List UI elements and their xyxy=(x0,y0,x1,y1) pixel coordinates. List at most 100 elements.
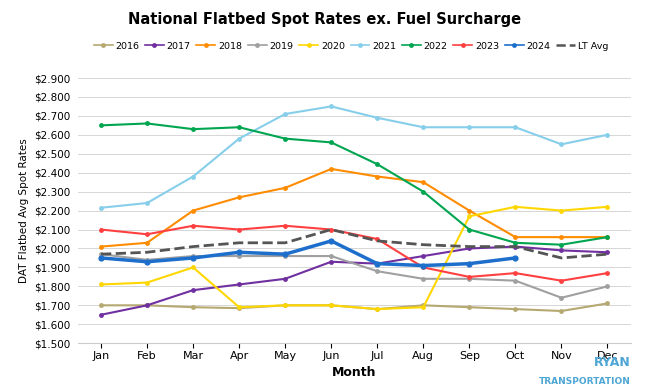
2018 xyxy=(97,244,105,249)
2021 xyxy=(189,174,197,179)
2024 xyxy=(373,261,381,266)
2019 xyxy=(465,277,473,281)
LT Avg xyxy=(465,244,473,249)
2023 xyxy=(281,223,289,228)
LT Avg xyxy=(189,244,197,249)
2018 xyxy=(281,186,289,190)
2024 xyxy=(465,261,473,266)
LT Avg xyxy=(328,227,335,232)
2018 xyxy=(465,208,473,213)
2018 xyxy=(604,235,612,239)
2023 xyxy=(373,237,381,241)
2019 xyxy=(143,257,151,262)
2019 xyxy=(373,269,381,273)
2023 xyxy=(558,278,566,283)
2016 xyxy=(97,303,105,308)
2017 xyxy=(97,312,105,317)
2016 xyxy=(558,308,566,313)
Line: 2020: 2020 xyxy=(99,204,610,312)
Text: DAT: DAT xyxy=(29,364,62,379)
LT Avg xyxy=(512,244,519,249)
LT Avg xyxy=(419,242,427,247)
Legend: 2016, 2017, 2018, 2019, 2020, 2021, 2022, 2023, 2024, LT Avg: 2016, 2017, 2018, 2019, 2020, 2021, 2022… xyxy=(94,42,608,51)
2024 xyxy=(143,259,151,264)
2023 xyxy=(604,271,612,275)
2022 xyxy=(281,136,289,141)
Text: RYAN: RYAN xyxy=(593,356,630,369)
2024 xyxy=(328,239,335,243)
2021 xyxy=(604,133,612,137)
2016 xyxy=(235,306,243,310)
2022 xyxy=(558,242,566,247)
2021 xyxy=(373,115,381,120)
2017 xyxy=(419,254,427,259)
2019 xyxy=(512,278,519,283)
2023 xyxy=(189,223,197,228)
Line: 2019: 2019 xyxy=(99,252,610,300)
2018 xyxy=(328,167,335,171)
LT Avg xyxy=(143,250,151,255)
2022 xyxy=(328,140,335,145)
Text: TRANSPORTATION: TRANSPORTATION xyxy=(539,377,630,386)
2017 xyxy=(512,244,519,249)
2021 xyxy=(512,125,519,129)
Line: LT Avg: LT Avg xyxy=(101,230,608,258)
2024 xyxy=(189,255,197,260)
2016 xyxy=(143,303,151,308)
2021 xyxy=(558,142,566,147)
2020 xyxy=(189,265,197,270)
LT Avg xyxy=(235,241,243,245)
2021 xyxy=(143,201,151,206)
2017 xyxy=(189,288,197,292)
2018 xyxy=(143,241,151,245)
2021 xyxy=(235,136,243,141)
2020 xyxy=(373,307,381,312)
LT Avg xyxy=(373,239,381,243)
2017 xyxy=(604,250,612,255)
X-axis label: Month: Month xyxy=(332,366,376,379)
2021 xyxy=(97,206,105,210)
2017 xyxy=(558,248,566,253)
2024 xyxy=(281,252,289,257)
2017 xyxy=(235,282,243,287)
2016 xyxy=(328,303,335,308)
2022 xyxy=(97,123,105,128)
2023 xyxy=(97,227,105,232)
2020 xyxy=(512,204,519,209)
2021 xyxy=(465,125,473,129)
2018 xyxy=(419,180,427,184)
LT Avg xyxy=(97,252,105,257)
2022 xyxy=(512,241,519,245)
2023 xyxy=(143,232,151,237)
2020 xyxy=(604,204,612,209)
2019 xyxy=(419,277,427,281)
2017 xyxy=(143,303,151,308)
2019 xyxy=(558,295,566,300)
2019 xyxy=(189,254,197,259)
2022 xyxy=(235,125,243,129)
2019 xyxy=(281,254,289,259)
2018 xyxy=(558,235,566,239)
2024 xyxy=(512,255,519,260)
2018 xyxy=(189,208,197,213)
2020 xyxy=(235,305,243,310)
2016 xyxy=(373,307,381,312)
2017 xyxy=(465,246,473,251)
Line: 2023: 2023 xyxy=(99,223,610,283)
2022 xyxy=(373,162,381,167)
Line: 2024: 2024 xyxy=(98,238,519,269)
2019 xyxy=(604,284,612,289)
LT Avg xyxy=(558,255,566,260)
2018 xyxy=(373,174,381,179)
2024 xyxy=(97,255,105,260)
2020 xyxy=(419,305,427,310)
2017 xyxy=(281,277,289,281)
2021 xyxy=(328,104,335,109)
Line: 2021: 2021 xyxy=(99,104,610,210)
2023 xyxy=(512,271,519,275)
2016 xyxy=(281,303,289,308)
Y-axis label: DAT Flatbed Avg Spot Rates: DAT Flatbed Avg Spot Rates xyxy=(19,138,29,283)
2017 xyxy=(328,259,335,264)
2023 xyxy=(235,227,243,232)
2016 xyxy=(604,301,612,306)
